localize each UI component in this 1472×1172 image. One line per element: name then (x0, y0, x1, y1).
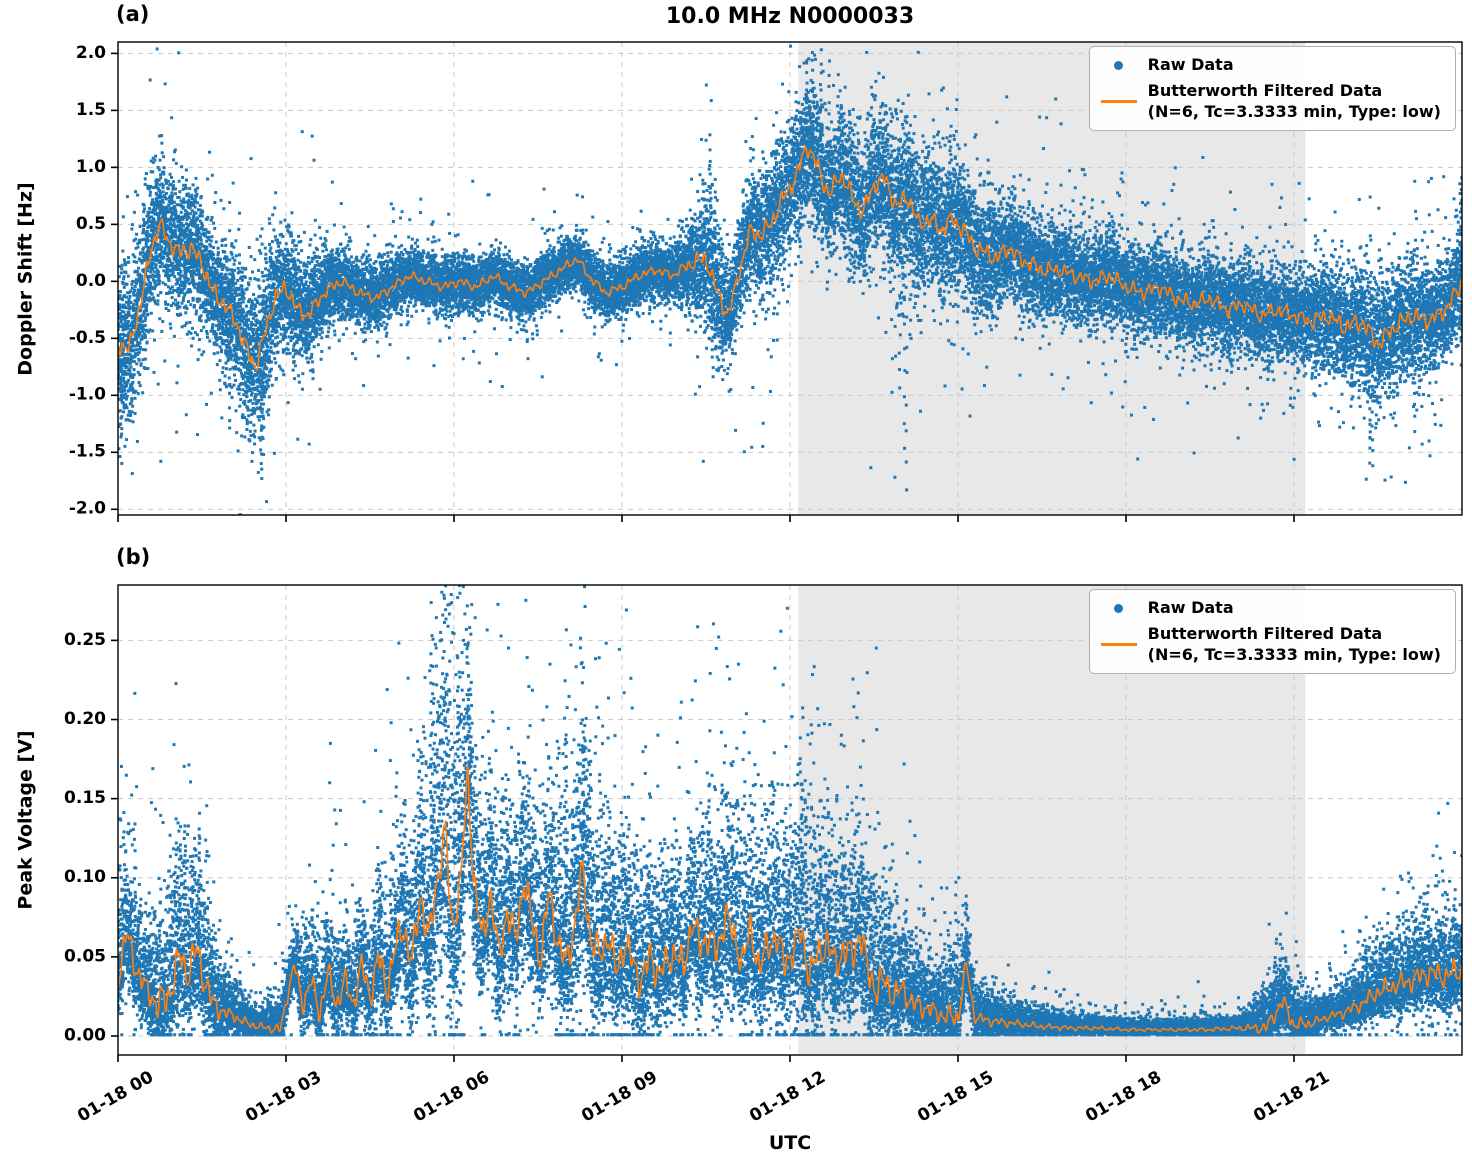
legend-filtered-label-block: Butterworth Filtered Data (N=6, Tc=3.333… (1148, 624, 1441, 666)
legend-entry-raw: Raw Data (1100, 55, 1441, 76)
raw-data-marker-icon (1100, 603, 1138, 613)
legend-filtered-label: Butterworth Filtered Data (1147, 623, 1383, 643)
legend-entry-filtered: Butterworth Filtered Data (N=6, Tc=3.333… (1100, 624, 1441, 666)
panel-a-label: (a) (116, 2, 150, 26)
legend-panel-a: Raw Data Butterworth Filtered Data (N=6,… (1088, 46, 1456, 132)
raw-data-marker-icon (1100, 60, 1138, 70)
legend-filtered-label: Butterworth Filtered Data (1147, 80, 1383, 100)
filtered-line-marker-icon (1100, 643, 1138, 647)
legend-panel-b: Raw Data Butterworth Filtered Data (N=6,… (1088, 589, 1456, 675)
legend-raw-label: Raw Data (1147, 598, 1234, 617)
legend-filtered-sublabel: (N=6, Tc=3.3333 min, Type: low) (1147, 644, 1441, 664)
y-axis-label-doppler-text: Doppler Shift [Hz] (15, 181, 37, 376)
x-axis-label: UTC (768, 1132, 812, 1154)
filtered-line-marker-icon (1100, 100, 1138, 104)
legend-entry-filtered: Butterworth Filtered Data (N=6, Tc=3.333… (1100, 81, 1441, 123)
y-axis-label-doppler: Doppler Shift [Hz] (0, 42, 52, 515)
legend-raw-label: Raw Data (1147, 55, 1234, 74)
legend-filtered-label-block: Butterworth Filtered Data (N=6, Tc=3.333… (1148, 81, 1441, 123)
y-axis-label-voltage: Peak Voltage [V] (0, 585, 52, 1055)
y-axis-label-voltage-text: Peak Voltage [V] (15, 730, 38, 910)
legend-filtered-sublabel: (N=6, Tc=3.3333 min, Type: low) (1147, 101, 1441, 121)
legend-entry-raw: Raw Data (1100, 598, 1441, 619)
panel-b-label: (b) (116, 545, 151, 569)
chart-title: 10.0 MHz N0000033 (665, 4, 915, 29)
